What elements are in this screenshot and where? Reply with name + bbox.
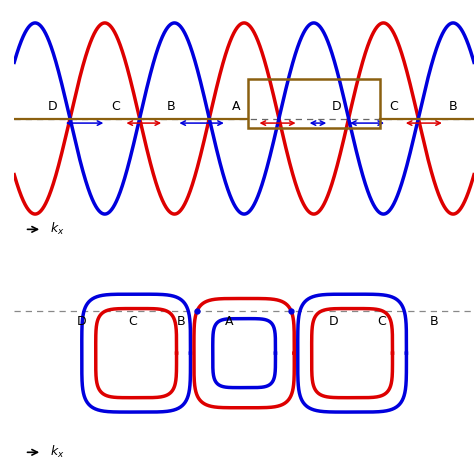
Text: C: C xyxy=(378,315,386,328)
Text: D: D xyxy=(48,100,57,113)
Text: A: A xyxy=(225,315,233,328)
Text: $k_x$: $k_x$ xyxy=(50,444,65,460)
Text: B: B xyxy=(429,315,438,328)
Text: A: A xyxy=(231,100,240,113)
Text: D: D xyxy=(77,315,87,328)
Text: $k_x$: $k_x$ xyxy=(50,221,65,237)
Bar xyxy=(247,79,380,128)
Text: C: C xyxy=(128,315,137,328)
Text: C: C xyxy=(390,100,398,113)
Text: D: D xyxy=(331,100,341,113)
Text: C: C xyxy=(111,100,119,113)
Text: B: B xyxy=(177,315,186,328)
Text: B: B xyxy=(449,100,457,113)
Text: B: B xyxy=(167,100,175,113)
Text: D: D xyxy=(328,315,338,328)
